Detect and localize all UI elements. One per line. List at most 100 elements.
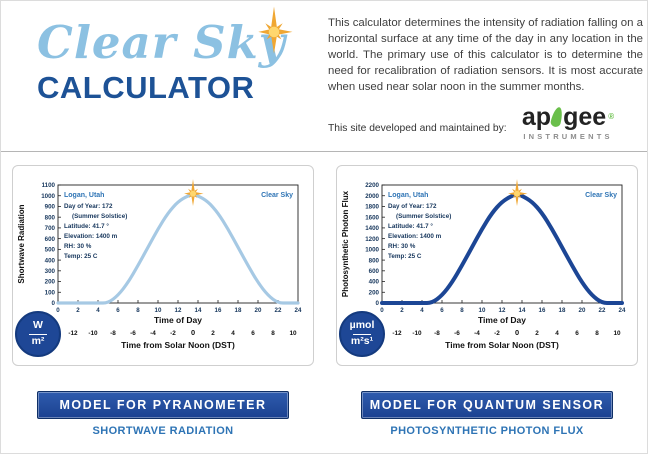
svg-text:6: 6 bbox=[116, 307, 120, 314]
svg-text:200: 200 bbox=[369, 289, 380, 296]
svg-text:900: 900 bbox=[45, 204, 56, 211]
svg-text:10: 10 bbox=[155, 307, 162, 314]
svg-text:4: 4 bbox=[96, 307, 100, 314]
svg-text:400: 400 bbox=[369, 279, 380, 286]
svg-text:0: 0 bbox=[376, 300, 380, 307]
svg-text:2: 2 bbox=[535, 330, 539, 337]
svg-text:-2: -2 bbox=[170, 330, 176, 337]
unit-denominator: m²s¹ bbox=[350, 335, 374, 347]
registered-trademark-symbol: ® bbox=[608, 112, 615, 121]
svg-text:18: 18 bbox=[559, 307, 566, 314]
svg-text:14: 14 bbox=[519, 307, 526, 314]
svg-text:2000: 2000 bbox=[365, 193, 379, 200]
apogee-text-ap: ap bbox=[521, 103, 552, 131]
svg-text:2: 2 bbox=[211, 330, 215, 337]
svg-text:22: 22 bbox=[599, 307, 606, 314]
svg-text:Clear Sky: Clear Sky bbox=[261, 192, 293, 199]
svg-text:20: 20 bbox=[579, 307, 586, 314]
photon-flux-caption: PHOTOSYNTHETIC PHOTON FLUX bbox=[390, 425, 584, 437]
svg-text:24: 24 bbox=[295, 307, 302, 314]
svg-text:RH: 30 %: RH: 30 % bbox=[388, 243, 416, 250]
svg-text:Temp: 25 C: Temp: 25 C bbox=[64, 253, 98, 260]
svg-text:0: 0 bbox=[52, 300, 56, 307]
svg-text:4: 4 bbox=[420, 307, 424, 314]
apogee-instruments-text: INSTRUMENTS bbox=[523, 132, 613, 141]
svg-text:-12: -12 bbox=[68, 330, 78, 337]
unit-denominator: m² bbox=[31, 335, 45, 347]
svg-text:-6: -6 bbox=[130, 330, 136, 337]
svg-text:20: 20 bbox=[255, 307, 262, 314]
svg-text:600: 600 bbox=[45, 236, 56, 243]
header-divider bbox=[1, 151, 647, 152]
svg-text:0: 0 bbox=[515, 328, 519, 337]
svg-text:12: 12 bbox=[175, 307, 182, 314]
sun-star-icon bbox=[258, 6, 293, 54]
clear-sky-logo: Clear Sky CALCULATOR bbox=[37, 6, 329, 143]
logo-calculator-text: CALCULATOR bbox=[37, 70, 255, 105]
svg-text:Logan, Utah: Logan, Utah bbox=[388, 192, 428, 199]
svg-text:1600: 1600 bbox=[365, 214, 379, 221]
svg-text:Day of Year: 172: Day of Year: 172 bbox=[64, 203, 113, 210]
svg-text:0: 0 bbox=[380, 307, 384, 314]
intro-paragraph: This calculator determines the intensity… bbox=[328, 17, 643, 93]
sun-icon bbox=[184, 179, 204, 206]
sun-icon bbox=[508, 179, 528, 206]
fraction-bar bbox=[353, 333, 371, 335]
svg-text:0: 0 bbox=[56, 307, 60, 314]
quantum-sensor-panel: 0 200 400 600 800 1000 1200 1400 1600 1800 2000 220… bbox=[325, 159, 647, 453]
svg-text:6: 6 bbox=[251, 330, 255, 337]
svg-text:1000: 1000 bbox=[41, 193, 55, 200]
svg-text:16: 16 bbox=[539, 307, 546, 314]
svg-text:800: 800 bbox=[45, 214, 56, 221]
svg-text:Time of Day: Time of Day bbox=[154, 315, 202, 325]
svg-text:-8: -8 bbox=[110, 330, 116, 337]
svg-text:300: 300 bbox=[45, 268, 56, 275]
model-for-quantum-sensor-button[interactable]: MODEL FOR QUANTUM SENSOR bbox=[361, 391, 613, 419]
svg-text:Time from Solar Noon (DST): Time from Solar Noon (DST) bbox=[445, 340, 559, 350]
svg-text:400: 400 bbox=[45, 257, 56, 264]
svg-text:500: 500 bbox=[45, 247, 56, 254]
micromol-badge: µmol m²s¹ bbox=[339, 311, 385, 357]
svg-text:-6: -6 bbox=[454, 330, 460, 337]
svg-text:0: 0 bbox=[191, 328, 195, 337]
svg-text:Logan, Utah: Logan, Utah bbox=[64, 192, 104, 199]
maintained-by-text: This site developed and maintained by: bbox=[328, 123, 507, 134]
apogee-instruments-logo[interactable]: ap gee ® INSTRUMENTS bbox=[509, 104, 627, 141]
svg-text:1800: 1800 bbox=[365, 204, 379, 211]
svg-text:Temp: 25 C: Temp: 25 C bbox=[388, 253, 422, 260]
svg-text:600: 600 bbox=[369, 268, 380, 275]
watts-per-square-meter-badge: W m² bbox=[15, 311, 61, 357]
svg-text:22: 22 bbox=[275, 307, 282, 314]
model-for-pyranometer-button[interactable]: MODEL FOR PYRANOMETER bbox=[37, 391, 289, 419]
svg-text:(Summer Solstice): (Summer Solstice) bbox=[72, 213, 127, 220]
svg-text:Time from Solar Noon (DST): Time from Solar Noon (DST) bbox=[121, 340, 235, 350]
svg-text:16: 16 bbox=[215, 307, 222, 314]
svg-text:18: 18 bbox=[235, 307, 242, 314]
svg-text:10: 10 bbox=[479, 307, 486, 314]
svg-text:14: 14 bbox=[195, 307, 202, 314]
svg-text:-10: -10 bbox=[88, 330, 98, 337]
svg-text:-10: -10 bbox=[412, 330, 422, 337]
logo-clear-sky-text: Clear Sky bbox=[37, 16, 286, 69]
svg-text:Time of Day: Time of Day bbox=[478, 315, 526, 325]
svg-text:12: 12 bbox=[499, 307, 506, 314]
svg-text:Elevation: 1400 m: Elevation: 1400 m bbox=[388, 233, 442, 240]
svg-text:Shortwave Radiation: Shortwave Radiation bbox=[17, 204, 26, 283]
svg-text:Latitude: 41.7 °: Latitude: 41.7 ° bbox=[64, 222, 109, 230]
shortwave-radiation-chart: 0 100 200 300 400 500 600 700 800 900 1000 1100 0 2 4 6… bbox=[12, 165, 314, 366]
svg-text:Elevation: 1400 m: Elevation: 1400 m bbox=[64, 233, 118, 240]
svg-text:700: 700 bbox=[45, 225, 56, 232]
svg-text:8: 8 bbox=[136, 307, 140, 314]
svg-text:4: 4 bbox=[231, 330, 235, 337]
photon-flux-chart: 0 200 400 600 800 1000 1200 1400 1600 1800 2000 220… bbox=[336, 165, 638, 366]
svg-text:24: 24 bbox=[619, 307, 626, 314]
svg-text:-2: -2 bbox=[494, 330, 500, 337]
unit-numerator: W bbox=[33, 319, 43, 332]
svg-text:1200: 1200 bbox=[365, 236, 379, 243]
svg-text:-8: -8 bbox=[434, 330, 440, 337]
svg-text:RH: 30 %: RH: 30 % bbox=[64, 243, 92, 250]
svg-text:6: 6 bbox=[440, 307, 444, 314]
svg-text:2: 2 bbox=[400, 307, 404, 314]
svg-text:Latitude: 41.7 °: Latitude: 41.7 ° bbox=[388, 222, 433, 230]
